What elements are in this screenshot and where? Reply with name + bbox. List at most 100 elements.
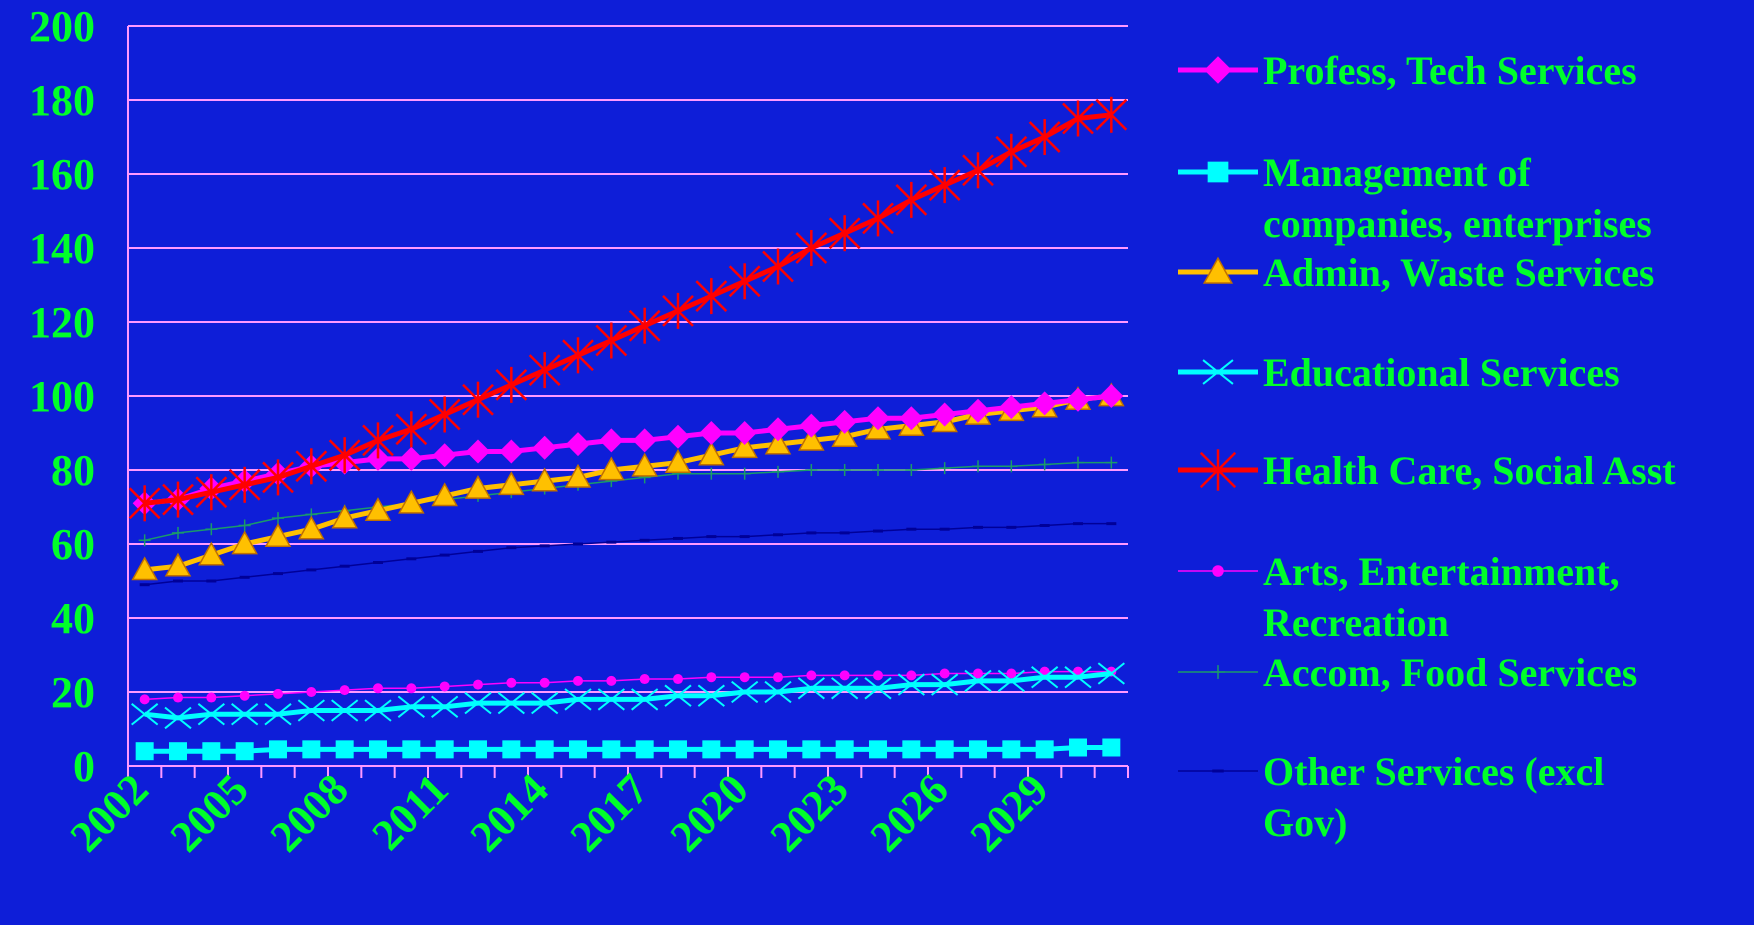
marker-diamond [899,406,924,431]
marker-stroke [597,688,625,711]
marker-circle [406,683,417,694]
marker-plus [1105,456,1118,469]
marker-square [502,740,521,759]
marker-circle [1006,668,1017,679]
marker-triangle [731,434,758,459]
gridlines [128,25,1128,693]
y-tick-label: 160 [29,150,95,199]
marker-stroke [731,680,759,704]
marker-x [1064,666,1092,689]
marker-stroke [1202,359,1234,385]
marker-stroke [397,695,425,718]
marker-square [869,740,887,759]
marker-square [1069,738,1087,757]
marker-diamond [932,402,957,427]
marker-circle [239,690,250,701]
marker-plus [872,464,884,476]
legend-item: Arts, Entertainment, Recreation [1178,549,1620,645]
x-tick-label: 2023 [761,764,858,861]
marker-star [562,337,594,374]
series-line [144,745,1112,754]
legend-label: Accom, Food Services [1263,650,1637,695]
legend-label: Management of [1263,150,1531,195]
marker-star [228,466,261,503]
marker-square [402,740,421,759]
legend-item: Other Services (excl Gov) [1178,749,1604,845]
marker-x [1097,662,1125,685]
marker-plus [138,534,151,547]
marker-x [231,703,259,726]
marker-x [131,703,159,726]
marker-square [235,742,254,761]
marker-plus [1211,665,1225,679]
marker-stroke [1097,662,1125,685]
marker-x [831,677,859,700]
marker-x [997,669,1025,693]
y-tick-label: 180 [29,76,95,125]
legend-item: Health Care, Social Asst [1178,448,1676,493]
marker-circle [1212,565,1224,577]
legend-label: companies, enterprises [1263,201,1652,246]
marker-x [331,699,359,722]
marker-stroke [531,691,559,715]
marker-stroke [797,677,825,700]
marker-star [895,181,928,218]
marker-circle [873,670,883,681]
marker-x [431,695,459,718]
y-tick-label: 20 [51,668,95,717]
marker-circle [173,692,183,703]
marker-x [164,706,192,730]
series-group [128,96,1128,761]
marker-stroke [464,691,492,715]
y-tick-label: 140 [29,224,95,273]
x-tick-label: 2014 [461,764,558,861]
legend-label: Arts, Entertainment, [1263,549,1620,594]
marker-star [195,474,228,511]
y-tick-label: 200 [29,2,95,51]
marker-circle [506,677,517,688]
marker-square [135,742,154,761]
marker-square [369,740,387,759]
series-health-care-social-asst [128,96,1128,522]
marker-stroke [664,684,692,707]
marker-star [362,422,394,459]
y-tick-label: 60 [51,520,95,569]
marker-square [569,740,587,759]
legend-item: Accom, Food Services [1178,650,1637,695]
marker-stroke [431,695,459,718]
marker-star [662,292,694,329]
y-tick-label: 120 [29,298,95,347]
marker-stroke [331,699,359,722]
marker-star [528,352,561,389]
marker-star [762,248,794,285]
marker-plus [238,519,251,532]
marker-square [1035,740,1054,759]
marker-stroke [931,673,959,696]
marker-triangle [498,471,525,496]
x-tick-labels: 2002 2005 2008 2011 2014 2017 2020 2023 2026 2029 [61,764,1058,861]
marker-star [295,448,328,485]
legend-label: Recreation [1263,600,1449,645]
marker-stroke [764,680,792,704]
marker-triangle [531,467,558,492]
series-line [144,670,1112,701]
marker-star [128,485,161,522]
marker-circle [639,674,650,685]
marker-x [464,691,492,715]
marker-x [931,673,959,696]
marker-square [1207,161,1229,183]
marker-square [635,740,654,759]
marker-stroke [364,699,392,722]
marker-square [669,740,687,759]
marker-x [964,669,992,693]
marker-diamond [666,424,690,449]
legend-label: Admin, Waste Services [1263,250,1654,295]
marker-diamond [466,439,490,464]
y-tick-label: 40 [51,594,95,643]
marker-stroke [997,669,1025,693]
marker-diamond [966,398,990,423]
marker-triangle [398,489,425,514]
marker-diamond [1204,56,1232,84]
marker-plus [1005,460,1018,473]
